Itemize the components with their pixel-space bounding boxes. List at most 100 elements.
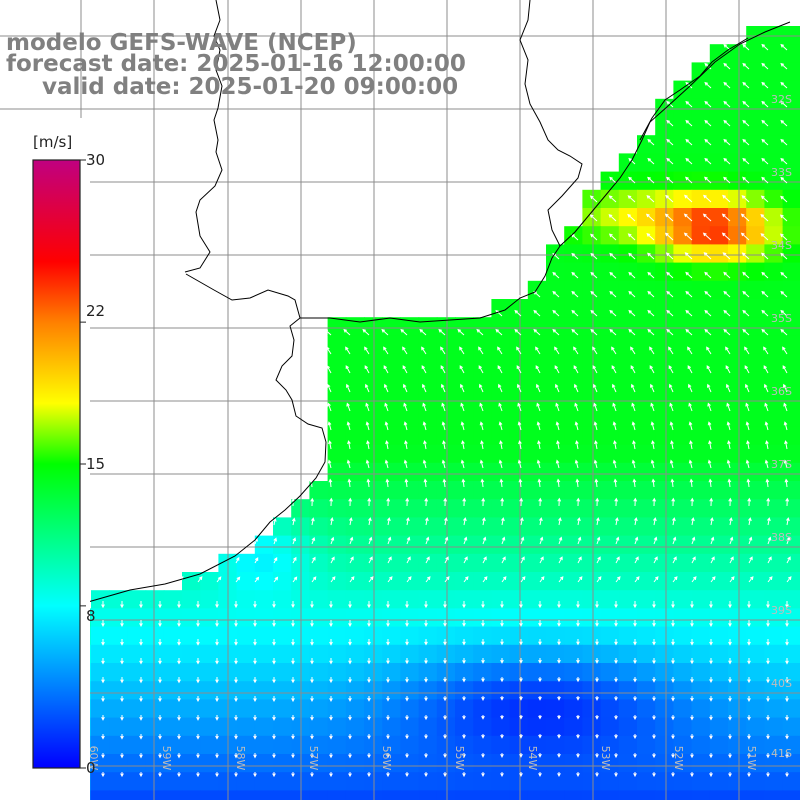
wind-arrow: [760, 195, 769, 203]
wind-arrow: [385, 440, 389, 450]
wind-cell: [709, 517, 729, 537]
wind-cell: [637, 426, 656, 446]
wind-cell: [618, 626, 638, 646]
wind-cell: [327, 317, 347, 336]
wind-cell: [327, 517, 347, 537]
wind-cell: [418, 626, 438, 646]
wind-arrow: [481, 753, 485, 758]
wind-arrow: [215, 696, 219, 703]
wind-arrow: [727, 440, 731, 450]
wind-arrow: [253, 601, 257, 608]
wind-cell: [728, 681, 747, 700]
wind-arrow: [424, 677, 428, 683]
wind-arrow: [462, 677, 466, 683]
wind-arrow: [177, 696, 181, 703]
latitude-label: 38S: [771, 531, 792, 544]
wind-arrow: [702, 232, 712, 241]
wind-arrow: [761, 81, 769, 89]
wind-cell: [655, 117, 674, 136]
wind-arrow: [537, 478, 542, 488]
wind-cell: [564, 426, 583, 446]
wind-arrow: [177, 639, 181, 646]
wind-cell: [127, 626, 147, 646]
wind-arrow: [747, 734, 751, 740]
wind-cell: [709, 189, 729, 209]
wind-arrow: [785, 715, 789, 721]
wind-arrow: [367, 601, 371, 609]
wind-arrow: [685, 271, 693, 279]
wind-cell: [582, 390, 602, 409]
wind-arrow: [747, 772, 751, 778]
wind-cell: [582, 317, 602, 336]
wind-cell: [473, 390, 492, 409]
wind-arrow: [292, 576, 298, 583]
wind-arrow: [723, 62, 731, 70]
wind-cell: [691, 335, 711, 355]
wind-arrow: [558, 517, 562, 526]
wind-arrow: [690, 497, 695, 507]
wind-cell: [309, 735, 329, 755]
wind-arrow: [101, 696, 105, 703]
wind-cell: [145, 590, 165, 609]
wind-arrow: [745, 459, 750, 469]
wind-arrow: [688, 402, 693, 412]
wind-cell: [364, 517, 383, 537]
wind-arrow: [611, 346, 617, 355]
wind-arrow: [672, 536, 677, 545]
wind-cell: [236, 790, 256, 800]
wind-cell: [418, 317, 438, 336]
wind-arrow: [728, 715, 732, 721]
wind-arrow: [253, 639, 257, 646]
wind-cell: [527, 280, 547, 300]
wind-cell: [236, 626, 256, 646]
wind-cell: [182, 590, 201, 609]
wind-arrow: [443, 734, 447, 740]
wind-cell: [673, 390, 693, 409]
wind-cell: [473, 408, 492, 427]
wind-cell: [546, 590, 565, 609]
wind-arrow: [196, 734, 200, 740]
wind-cell: [655, 517, 674, 537]
wind-cell: [600, 335, 620, 355]
wind-cell: [364, 663, 383, 682]
wind-arrow: [196, 715, 200, 721]
wind-cell: [473, 735, 492, 755]
wind-cell: [473, 371, 492, 391]
wind-arrow: [424, 753, 428, 759]
wind-arrow: [481, 677, 485, 683]
wind-cell: [455, 444, 474, 464]
wind-arrow: [740, 232, 750, 241]
wind-cell: [582, 790, 602, 800]
wind-arrow: [784, 440, 788, 450]
wind-cell: [473, 772, 492, 791]
wind-cell: [691, 699, 711, 719]
wind-cell: [782, 280, 800, 300]
wind-arrow: [476, 328, 484, 336]
wind-arrow: [364, 346, 370, 355]
wind-cell: [309, 481, 329, 500]
wind-cell: [509, 481, 529, 500]
wind-cell: [364, 572, 383, 591]
wind-arrow: [406, 576, 412, 583]
wind-cell: [254, 717, 274, 737]
wind-arrow: [577, 517, 581, 526]
wind-cell: [327, 699, 347, 719]
wind-arrow: [253, 753, 257, 759]
wind-arrow: [690, 601, 694, 609]
wind-cell: [236, 681, 256, 700]
wind-arrow: [631, 421, 636, 431]
wind-cell: [418, 699, 438, 719]
wind-cell: [782, 626, 800, 646]
wind-cell: [582, 481, 602, 500]
wind-arrow: [406, 517, 410, 526]
wind-cell: [491, 426, 511, 446]
wind-arrow: [761, 62, 769, 70]
wind-cell: [655, 681, 674, 700]
wind-arrow: [444, 556, 449, 564]
wind-cell: [728, 572, 747, 591]
wind-cell: [254, 626, 274, 646]
wind-arrow: [685, 119, 693, 127]
wind-cell: [728, 663, 747, 682]
wind-arrow: [785, 696, 789, 703]
wind-cell: [345, 444, 365, 464]
